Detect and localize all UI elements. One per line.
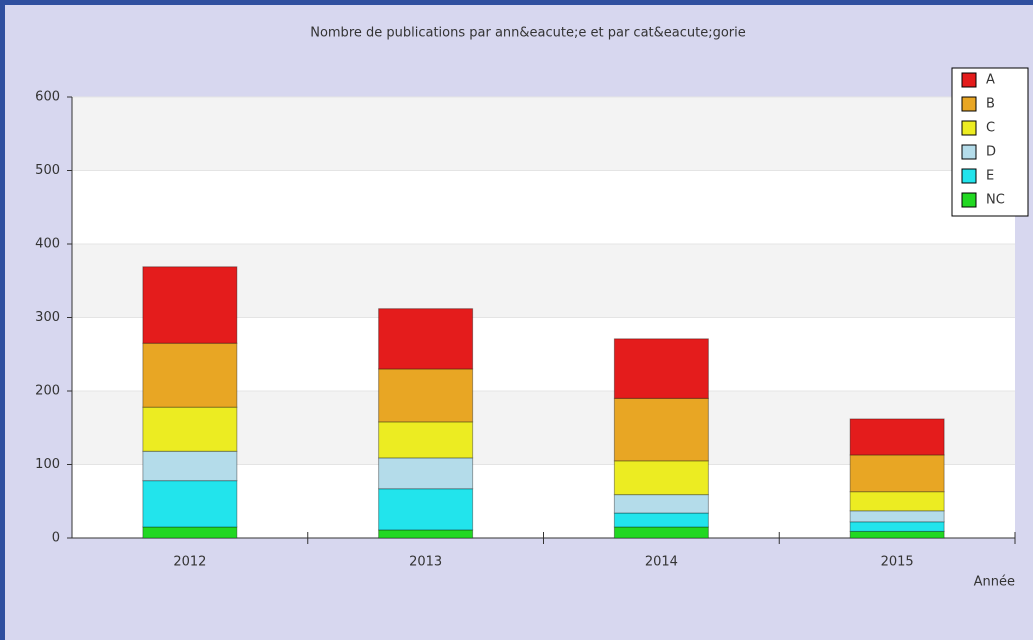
y-tick-label: 100 bbox=[35, 457, 60, 472]
legend-label: D bbox=[986, 145, 996, 160]
bar-segment bbox=[849, 521, 945, 532]
y-tick-label: 500 bbox=[35, 163, 60, 178]
x-tick-label: 2012 bbox=[173, 555, 206, 570]
bar-segment bbox=[378, 529, 474, 539]
legend-swatch bbox=[961, 120, 977, 136]
chart-title: Nombre de publications par ann&eacute;e … bbox=[310, 26, 746, 41]
left-border bbox=[0, 0, 5, 640]
bar-segment bbox=[849, 454, 945, 493]
bar-segment bbox=[378, 421, 474, 459]
legend-label: A bbox=[986, 73, 995, 88]
bar-segment bbox=[378, 457, 474, 490]
legend-label: E bbox=[986, 169, 994, 184]
bar-segment bbox=[142, 480, 238, 528]
grid-band bbox=[72, 97, 1015, 171]
bar-segment bbox=[142, 342, 238, 408]
y-tick-label: 0 bbox=[52, 531, 60, 546]
y-tick-label: 600 bbox=[35, 90, 60, 105]
bar-segment bbox=[378, 308, 474, 370]
bar-segment bbox=[378, 368, 474, 423]
x-tick-label: 2013 bbox=[409, 555, 442, 570]
x-tick-label: 2014 bbox=[645, 555, 678, 570]
x-axis-label: Année bbox=[974, 575, 1015, 590]
top-border bbox=[0, 0, 1033, 5]
legend-swatch bbox=[961, 144, 977, 160]
x-tick-label: 2015 bbox=[881, 555, 914, 570]
bar-segment bbox=[613, 460, 709, 496]
legend-box bbox=[951, 67, 1029, 217]
y-tick-label: 400 bbox=[35, 237, 60, 252]
bar-segment bbox=[142, 526, 238, 539]
legend-swatch bbox=[961, 96, 977, 112]
bar-segment bbox=[613, 397, 709, 462]
bar-segment bbox=[613, 338, 709, 399]
bar-segment bbox=[849, 510, 945, 523]
bar-segment bbox=[613, 512, 709, 528]
legend-swatch bbox=[961, 192, 977, 208]
bar-segment bbox=[142, 450, 238, 482]
bar-segment bbox=[613, 526, 709, 539]
bar-segment bbox=[849, 418, 945, 456]
bar-segment bbox=[849, 530, 945, 539]
legend-swatch bbox=[961, 168, 977, 184]
bar-segment bbox=[142, 266, 238, 344]
legend-label: C bbox=[986, 121, 995, 136]
bar-segment bbox=[142, 406, 238, 452]
bar-segment bbox=[378, 488, 474, 531]
legend-label: B bbox=[986, 97, 995, 112]
y-tick-label: 200 bbox=[35, 384, 60, 399]
legend-swatch bbox=[961, 72, 977, 88]
bar-segment bbox=[613, 494, 709, 514]
legend-label: NC bbox=[986, 193, 1005, 208]
bar-segment bbox=[849, 491, 945, 512]
y-tick-label: 300 bbox=[35, 310, 60, 325]
